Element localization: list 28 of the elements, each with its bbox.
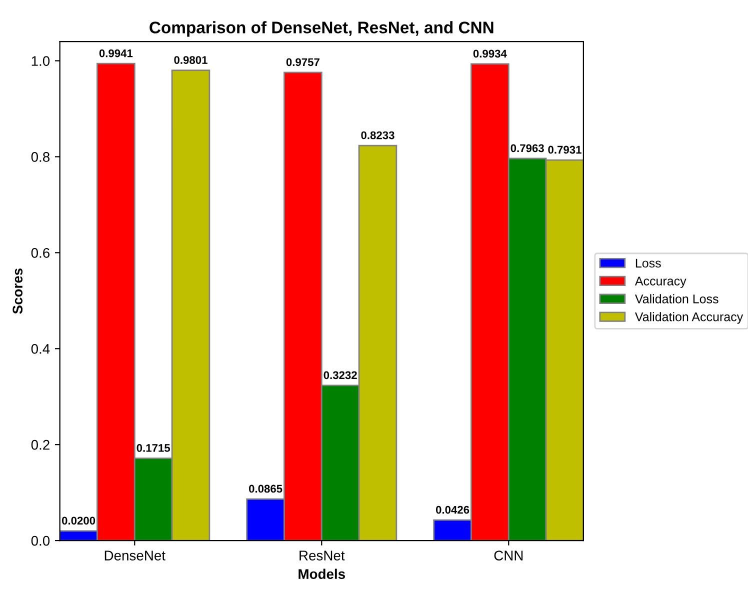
y-tick-label: 0.4 [31, 344, 50, 354]
y-tick-label: 1.0 [32, 56, 50, 66]
y-tick-label: 0.0 [31, 536, 50, 546]
data-label: 0.9801 [174, 56, 208, 64]
data-label: 0.9934 [473, 50, 507, 58]
chart-title: Comparison of DenseNet, ResNet, and CNN [150, 21, 494, 37]
data-label: 0.3232 [324, 371, 357, 380]
y-tick-label: 0.8 [31, 152, 50, 162]
legend-label: Loss [636, 258, 661, 268]
legend-label: Validation Accuracy [634, 312, 744, 324]
data-label: 0.7931 [548, 146, 582, 154]
legend-label: Validation Loss [634, 294, 718, 304]
data-label: 0.9941 [99, 49, 133, 58]
y-axis-title: Scores [12, 268, 23, 314]
x-axis-title: Models [298, 568, 345, 579]
data-label: 0.8233 [361, 131, 394, 140]
data-label: 0.0200 [62, 516, 96, 525]
legend-label: Accuracy [634, 276, 686, 288]
x-tick-label: CNN [494, 550, 523, 560]
y-tick-label: 0.2 [31, 440, 50, 450]
x-tick-label: DenseNet [104, 550, 166, 560]
x-tick-label: ResNet [300, 550, 345, 560]
data-label: 0.0865 [248, 484, 282, 493]
data-label: 0.9757 [286, 58, 320, 66]
y-tick-label: 0.6 [31, 248, 50, 258]
data-label: 0.1715 [136, 444, 170, 452]
data-label: 0.0426 [436, 506, 470, 514]
data-label: 0.7963 [510, 144, 544, 152]
